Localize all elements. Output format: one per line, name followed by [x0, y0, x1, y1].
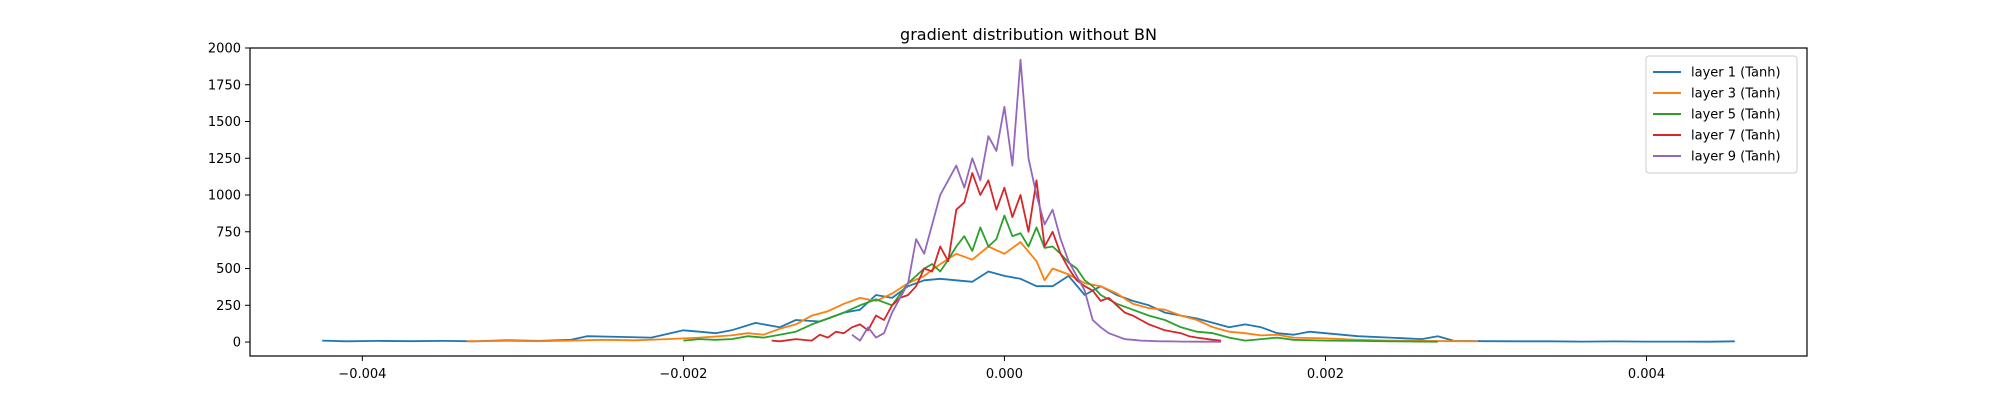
- y-tick-label: 1000: [208, 189, 241, 204]
- chart-title: gradient distribution without BN: [900, 25, 1157, 44]
- x-tick-label: 0.000: [986, 367, 1023, 382]
- series-lines: [322, 58, 1735, 343]
- legend-label: layer 7 (Tanh): [1691, 129, 1781, 144]
- legend-label: layer 5 (Tanh): [1691, 108, 1781, 123]
- x-tick-label: 0.004: [1628, 367, 1665, 382]
- y-tick-label: 1750: [208, 78, 241, 93]
- series-line-layer-1: [322, 270, 1735, 343]
- y-tick-label: 500: [216, 262, 241, 277]
- y-tick-label: 2000: [208, 42, 241, 57]
- legend-label: layer 1 (Tanh): [1691, 66, 1781, 81]
- plot-area: [249, 47, 1808, 357]
- y-tick-label: 750: [216, 225, 241, 240]
- series-line-layer-7: [771, 172, 1222, 343]
- legend-label: layer 9 (Tanh): [1691, 150, 1781, 165]
- legend: layer 1 (Tanh) layer 3 (Tanh) layer 5 (Tan…: [1645, 55, 1798, 174]
- series-line-layer-5: [683, 214, 1438, 343]
- y-tick-label: 1500: [208, 115, 241, 130]
- legend-label: layer 3 (Tanh): [1691, 87, 1781, 102]
- y-tick-label: 1250: [208, 152, 241, 167]
- y-tick-label: 250: [216, 299, 241, 314]
- legend-box: [1645, 55, 1798, 174]
- y-axis: 0 250 500 750 1000 1250 1500 1750 2000: [208, 42, 250, 351]
- x-axis: −0.004 −0.002 0.000 0.002 0.004: [338, 356, 1665, 382]
- x-tick-label: 0.002: [1307, 367, 1344, 382]
- x-tick-label: −0.004: [338, 367, 386, 382]
- series-line-layer-9: [851, 58, 1222, 343]
- series-line-layer-3: [466, 241, 1478, 343]
- y-tick-label: 0: [233, 336, 241, 351]
- x-tick-label: −0.002: [659, 367, 707, 382]
